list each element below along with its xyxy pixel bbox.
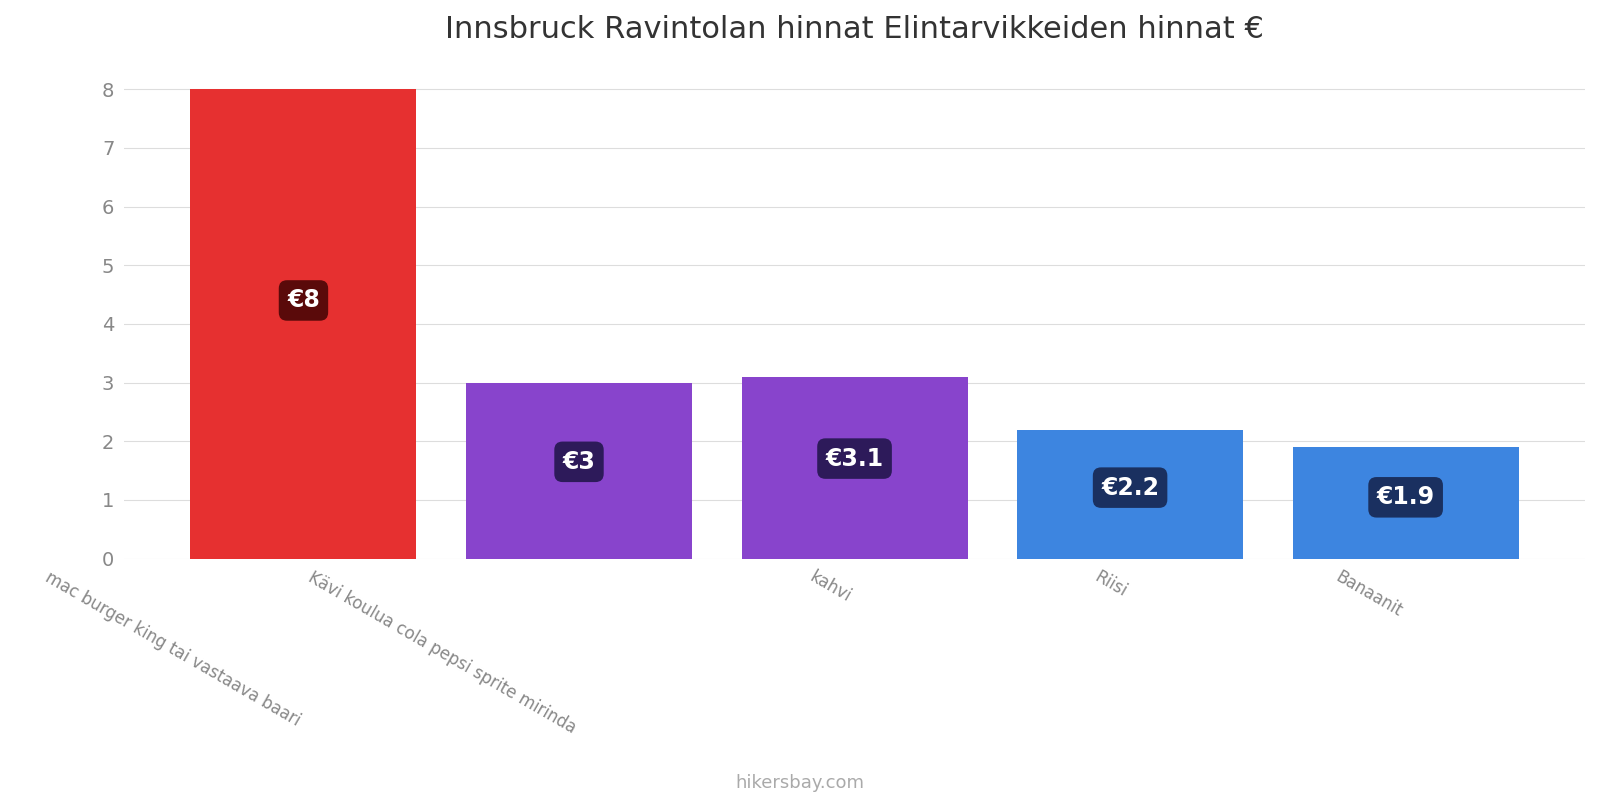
Text: €8: €8 bbox=[286, 289, 320, 313]
Text: €2.2: €2.2 bbox=[1101, 476, 1158, 500]
Bar bbox=[466, 382, 691, 558]
Bar bbox=[741, 377, 968, 558]
Bar bbox=[190, 90, 416, 558]
Title: Innsbruck Ravintolan hinnat Elintarvikkeiden hinnat €: Innsbruck Ravintolan hinnat Elintarvikke… bbox=[445, 15, 1264, 44]
Text: €3: €3 bbox=[563, 450, 595, 474]
Text: €3.1: €3.1 bbox=[826, 446, 883, 470]
Text: hikersbay.com: hikersbay.com bbox=[736, 774, 864, 792]
Text: €1.9: €1.9 bbox=[1376, 486, 1435, 510]
Bar bbox=[1018, 430, 1243, 558]
Bar bbox=[1293, 447, 1518, 558]
